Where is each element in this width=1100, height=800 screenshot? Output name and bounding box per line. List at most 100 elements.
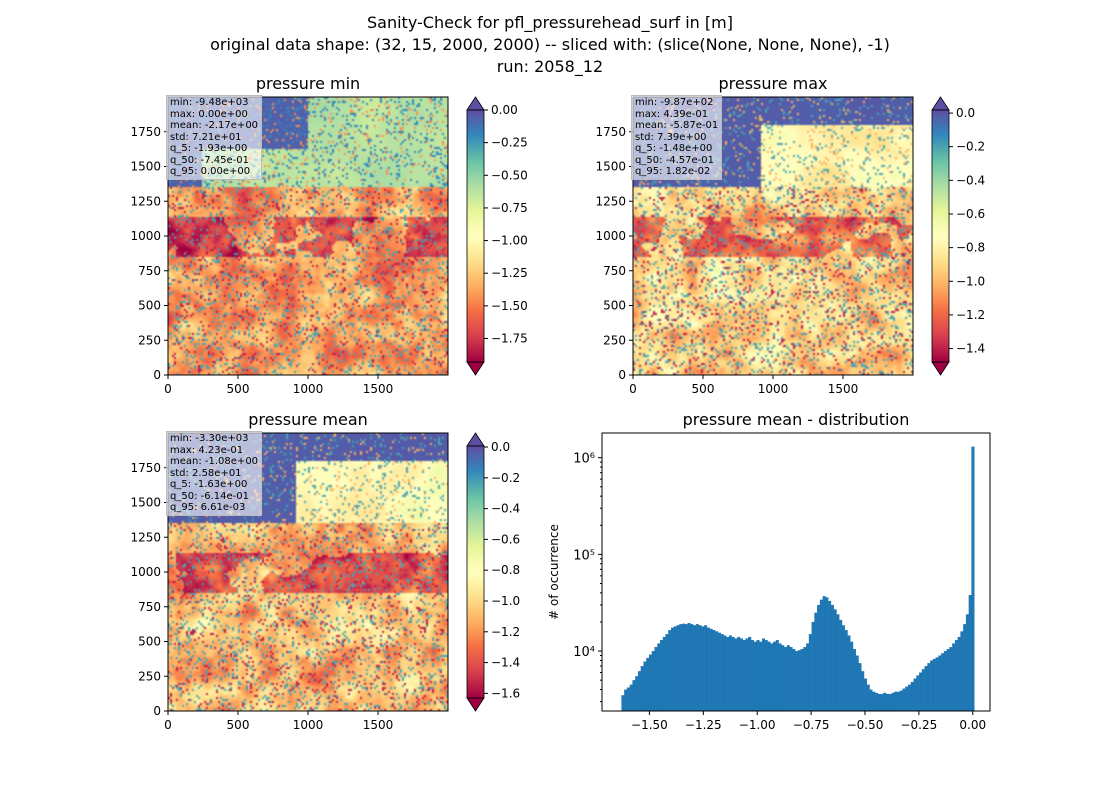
histogram-bar (671, 627, 675, 711)
histogram-bar (662, 636, 666, 711)
colorbar-tick-label: −1.0 (956, 274, 985, 288)
histogram-bar (753, 641, 757, 711)
x-tick-label: −1.00 (739, 718, 776, 732)
histogram-bar (806, 643, 810, 711)
colorbar-tick-label: −0.4 (956, 173, 985, 187)
histogram-bar (952, 643, 956, 711)
histogram-bar (913, 678, 917, 711)
histogram-bar (919, 672, 923, 711)
histogram-bar (938, 655, 942, 711)
histogram-bar (910, 681, 914, 711)
colorbar-tick-label: −0.8 (956, 241, 985, 255)
x-tick-label: 1000 (293, 382, 324, 396)
colorbar-frame (931, 109, 950, 363)
histogram-bar (682, 623, 686, 711)
histogram-bar (795, 651, 799, 711)
x-tick-label: 1500 (828, 382, 859, 396)
histogram-bar (709, 628, 713, 711)
histogram-bar (927, 663, 931, 711)
y-tick-label: 250 (603, 333, 626, 347)
histogram-bar (858, 663, 862, 711)
y-tick-label: 0 (153, 704, 161, 718)
colorbar-tick-label: −1.6 (491, 686, 520, 700)
colorbar-tick-label: 0.0 (956, 106, 975, 120)
x-tick-label: 1000 (293, 718, 324, 732)
colorbar-frame (466, 445, 485, 699)
histogram-bar (963, 624, 967, 711)
y-tick-label: 1250 (130, 194, 161, 208)
histogram-bar (943, 651, 947, 711)
histogram-bar (668, 630, 672, 711)
histogram-bar (720, 634, 724, 711)
histogram-bar (833, 609, 837, 711)
y-tick-label: 750 (138, 600, 161, 614)
y-tick-label: 750 (603, 264, 626, 278)
histogram-bar (850, 641, 854, 711)
panel-title: pressure min (256, 74, 360, 93)
colorbar-tick-label: 0.00 (491, 103, 518, 117)
histogram-bar (841, 625, 845, 711)
colorbar-body (467, 110, 484, 362)
x-tick-label: −0.50 (847, 718, 884, 732)
histogram-bar (742, 640, 746, 711)
colorbar-tick-label: 0.0 (491, 440, 510, 454)
histogram-bar (695, 624, 699, 711)
histogram-bar (808, 634, 812, 711)
histogram-bar (704, 625, 708, 711)
histogram-bar (624, 689, 628, 711)
figure-title-line-1: Sanity-Check for pfl_pressurehead_surf i… (367, 13, 733, 32)
colorbar-tick-label: −0.6 (956, 207, 985, 221)
stats-box-pressure-max: min: -9.87e+02 max: 4.39e-01 mean: -5.87… (631, 95, 723, 180)
figure-title-line-2: original data shape: (32, 15, 2000, 2000… (210, 35, 890, 54)
y-tick-label: 1750 (130, 461, 161, 475)
histogram-bar (902, 688, 906, 711)
colorbar-tick-label: −0.6 (491, 532, 520, 546)
histogram-bar (814, 612, 818, 711)
histogram-bar (759, 641, 763, 711)
y-tick-label: 1750 (595, 125, 626, 139)
y-tick-label: 1500 (595, 160, 626, 174)
y-tick-label: 0 (153, 368, 161, 382)
histogram-bar (659, 640, 664, 711)
histogram-bar (825, 597, 829, 711)
histogram-bar (723, 635, 727, 711)
y-tick-label: 750 (138, 264, 161, 278)
x-tick-label: −0.75 (793, 718, 830, 732)
x-tick-label: −1.50 (631, 718, 668, 732)
y-tick-label: 1500 (130, 496, 161, 510)
stats-box-pressure-mean: min: -3.30e+03 max: 4.23e-01 mean: -1.08… (166, 431, 263, 516)
histogram-bar (822, 596, 826, 711)
histogram-bar (764, 640, 768, 711)
histogram-bar (869, 689, 873, 711)
y-tick-label: 250 (138, 333, 161, 347)
colorbar-extend-top (466, 96, 485, 111)
y-tick-label: 0 (618, 368, 626, 382)
histogram-bar (775, 640, 779, 711)
histogram-bar (717, 632, 721, 711)
histogram-bar (728, 635, 732, 711)
y-tick-label: 1000 (595, 229, 626, 243)
histogram-bar (701, 626, 705, 711)
histogram-bar (899, 690, 903, 711)
histogram-bar (954, 640, 958, 711)
histogram-bar (698, 625, 702, 711)
histogram-bar (839, 619, 843, 711)
y-tick-label: 1250 (130, 530, 161, 544)
histogram-bar (637, 671, 641, 711)
colorbar-tick-label: −0.8 (491, 563, 520, 577)
histogram-bar (817, 604, 821, 711)
colorbar-tick-label: −1.4 (491, 656, 520, 670)
histogram-bar (811, 621, 815, 711)
x-tick-label: 0 (164, 382, 172, 396)
histogram-bar (778, 643, 782, 711)
histogram-bar (632, 680, 636, 711)
x-tick-label: −1.25 (685, 718, 722, 732)
histogram-bar (715, 631, 719, 711)
histogram-bar (885, 693, 890, 711)
histogram-bar (665, 634, 669, 711)
histogram-bar (930, 660, 934, 711)
histogram-bar (654, 647, 658, 711)
histogram-bar (949, 647, 953, 711)
histogram-bar (640, 666, 644, 711)
x-tick-label: 1500 (363, 718, 394, 732)
